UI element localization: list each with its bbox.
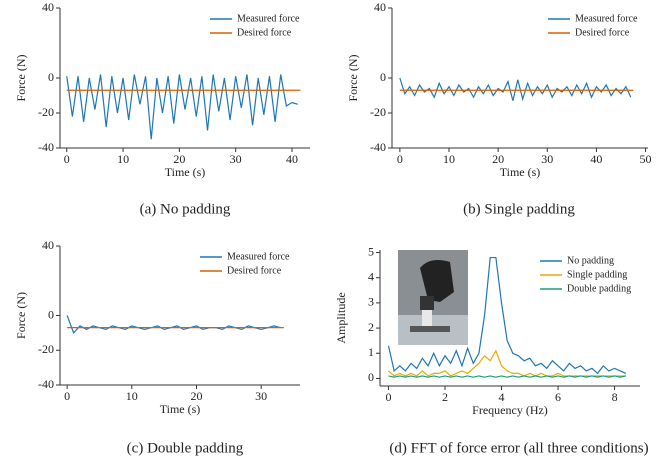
legend-label: Desired force <box>575 27 630 38</box>
x-tick-label: 4 <box>499 390 505 404</box>
caption: (a) No padding <box>140 201 231 217</box>
legend-label: Desired force <box>237 27 292 38</box>
series-line <box>399 77 632 102</box>
y-tick-label: 4 <box>368 269 374 283</box>
y-axis-label: Amplitude <box>334 292 348 343</box>
legend-label: No padding <box>567 255 614 266</box>
x-axis-label: Frequency (Hz) <box>472 403 548 417</box>
x-tick-label: 0 <box>385 390 391 404</box>
x-axis-label: Time (s) <box>165 165 206 179</box>
y-tick-label: -20 <box>370 105 386 119</box>
y-tick-label: -40 <box>370 140 386 154</box>
legend-label: Desired force <box>227 265 282 276</box>
x-tick-label: 30 <box>541 152 553 166</box>
x-tick-label: 30 <box>230 152 242 166</box>
x-tick-label: 10 <box>117 152 129 166</box>
y-tick-label: 40 <box>42 238 54 252</box>
x-tick-label: 20 <box>492 152 504 166</box>
y-axis-label: Force (N) <box>14 55 28 102</box>
series-line <box>388 375 627 378</box>
y-tick-label: 40 <box>42 0 54 14</box>
caption: (b) Single padding <box>463 201 575 217</box>
x-tick-label: 40 <box>286 152 298 166</box>
y-tick-label: 40 <box>374 0 386 14</box>
caption: (d) FFT of force error (all three condit… <box>389 440 648 456</box>
x-tick-label: 6 <box>555 390 561 404</box>
x-tick-label: 10 <box>443 152 455 166</box>
legend-label: Measured force <box>237 13 300 24</box>
y-tick-label: -20 <box>38 342 54 356</box>
y-axis-label: Force (N) <box>346 55 360 102</box>
x-tick-label: 0 <box>64 152 70 166</box>
legend-label: Double padding <box>567 283 631 294</box>
y-tick-label: 0 <box>48 307 54 321</box>
series-line <box>388 349 626 377</box>
series-line <box>66 74 298 140</box>
y-tick-label: -20 <box>38 105 54 119</box>
legend-label: Measured force <box>227 251 290 262</box>
y-tick-label: 0 <box>380 70 386 84</box>
y-tick-label: 0 <box>48 70 54 84</box>
y-tick-label: 3 <box>368 295 374 309</box>
y-tick-label: 1 <box>368 345 374 359</box>
x-axis-label: Time (s) <box>500 165 541 179</box>
y-tick-label: -40 <box>38 377 54 391</box>
caption: (c) Double padding <box>127 440 244 456</box>
y-tick-label: 0 <box>368 370 374 384</box>
legend-label: Measured force <box>575 13 638 24</box>
x-tick-label: 20 <box>173 152 185 166</box>
series-line <box>66 315 281 335</box>
y-tick-label: 5 <box>368 244 374 258</box>
y-axis-label: Force (N) <box>14 292 28 339</box>
inset-photo <box>398 250 468 345</box>
y-tick-label: 2 <box>368 320 374 334</box>
x-tick-label: 0 <box>64 389 70 403</box>
y-tick-label: -40 <box>38 140 54 154</box>
x-tick-label: 30 <box>255 389 267 403</box>
x-tick-label: 8 <box>612 390 618 404</box>
x-tick-label: 10 <box>126 389 138 403</box>
legend-label: Single padding <box>567 269 627 280</box>
x-tick-label: 40 <box>590 152 602 166</box>
x-tick-label: 20 <box>190 389 202 403</box>
x-tick-label: 50 <box>640 152 652 166</box>
x-tick-label: 0 <box>397 152 403 166</box>
x-axis-label: Time (s) <box>160 402 201 416</box>
x-tick-label: 2 <box>442 390 448 404</box>
series-line <box>387 256 627 375</box>
